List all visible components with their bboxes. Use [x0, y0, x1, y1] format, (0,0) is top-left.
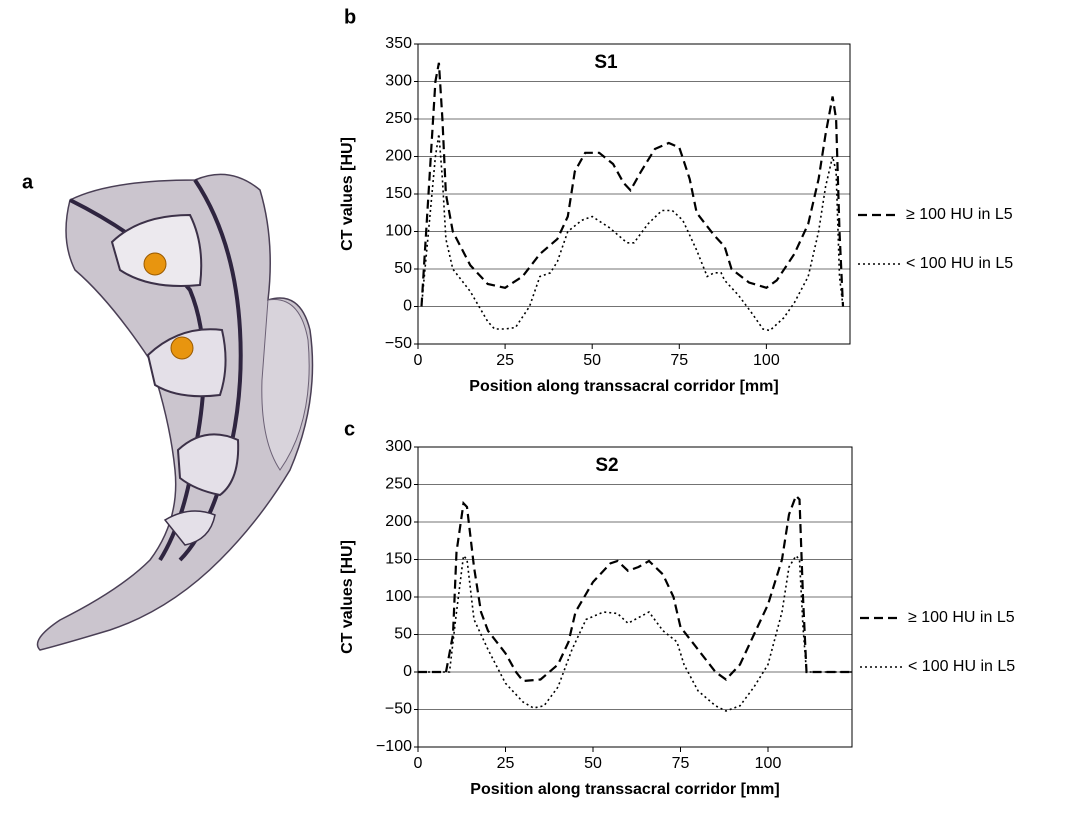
- y-tick-label: 200: [385, 513, 412, 530]
- y-tick-label: 0: [403, 298, 412, 315]
- y-tick-label: 0: [403, 663, 412, 680]
- panel-label: b: [344, 6, 356, 28]
- chart-title: S2: [595, 455, 618, 476]
- x-tick-label: 50: [583, 352, 601, 369]
- x-tick-label: 75: [672, 755, 690, 772]
- x-axis-label: Position along transsacral corridor [mm]: [470, 781, 779, 798]
- y-tick-label: 350: [385, 35, 412, 52]
- legend-label: ≥ 100 HU in L5: [906, 206, 1013, 223]
- y-tick-label: 50: [394, 260, 412, 277]
- legend-label: < 100 HU in L5: [906, 255, 1013, 272]
- x-tick-label: 25: [497, 755, 515, 772]
- data-line: [418, 493, 852, 683]
- x-axis-label: Position along transsacral corridor [mm]: [469, 378, 778, 395]
- y-tick-label: 300: [385, 438, 412, 455]
- y-tick-label: −50: [385, 701, 412, 718]
- y-tick-label: 50: [394, 626, 412, 643]
- y-tick-label: 300: [385, 73, 412, 90]
- y-tick-label: 200: [385, 148, 412, 165]
- data-line: [420, 133, 844, 332]
- y-tick-label: 100: [385, 588, 412, 605]
- legend-label: < 100 HU in L5: [908, 658, 1015, 675]
- x-tick-label: 100: [755, 755, 782, 772]
- data-line: [418, 554, 852, 712]
- x-tick-label: 50: [584, 755, 602, 772]
- y-tick-label: 100: [385, 223, 412, 240]
- plot-frame: [417, 446, 853, 748]
- x-tick-label: 25: [496, 352, 514, 369]
- y-tick-label: −100: [376, 738, 412, 755]
- y-axis-label: CT values [HU]: [339, 540, 356, 654]
- y-tick-label: 250: [385, 110, 412, 127]
- y-tick-label: 250: [385, 476, 412, 493]
- y-tick-label: 150: [385, 185, 412, 202]
- panel-label: a: [22, 171, 34, 193]
- legend-label: ≥ 100 HU in L5: [908, 609, 1015, 626]
- chart-title: S1: [594, 52, 618, 73]
- x-tick-label: 100: [753, 352, 780, 369]
- x-tick-label: 0: [414, 352, 423, 369]
- y-tick-label: −50: [385, 335, 412, 352]
- sacrum-illustration: [36, 173, 314, 651]
- data-line: [420, 62, 845, 307]
- x-tick-label: 0: [414, 755, 423, 772]
- y-tick-label: 150: [385, 551, 412, 568]
- x-tick-label: 75: [670, 352, 688, 369]
- y-axis-label: CT values [HU]: [339, 137, 356, 251]
- plot-frame: [417, 43, 851, 345]
- panel-label: c: [344, 418, 355, 440]
